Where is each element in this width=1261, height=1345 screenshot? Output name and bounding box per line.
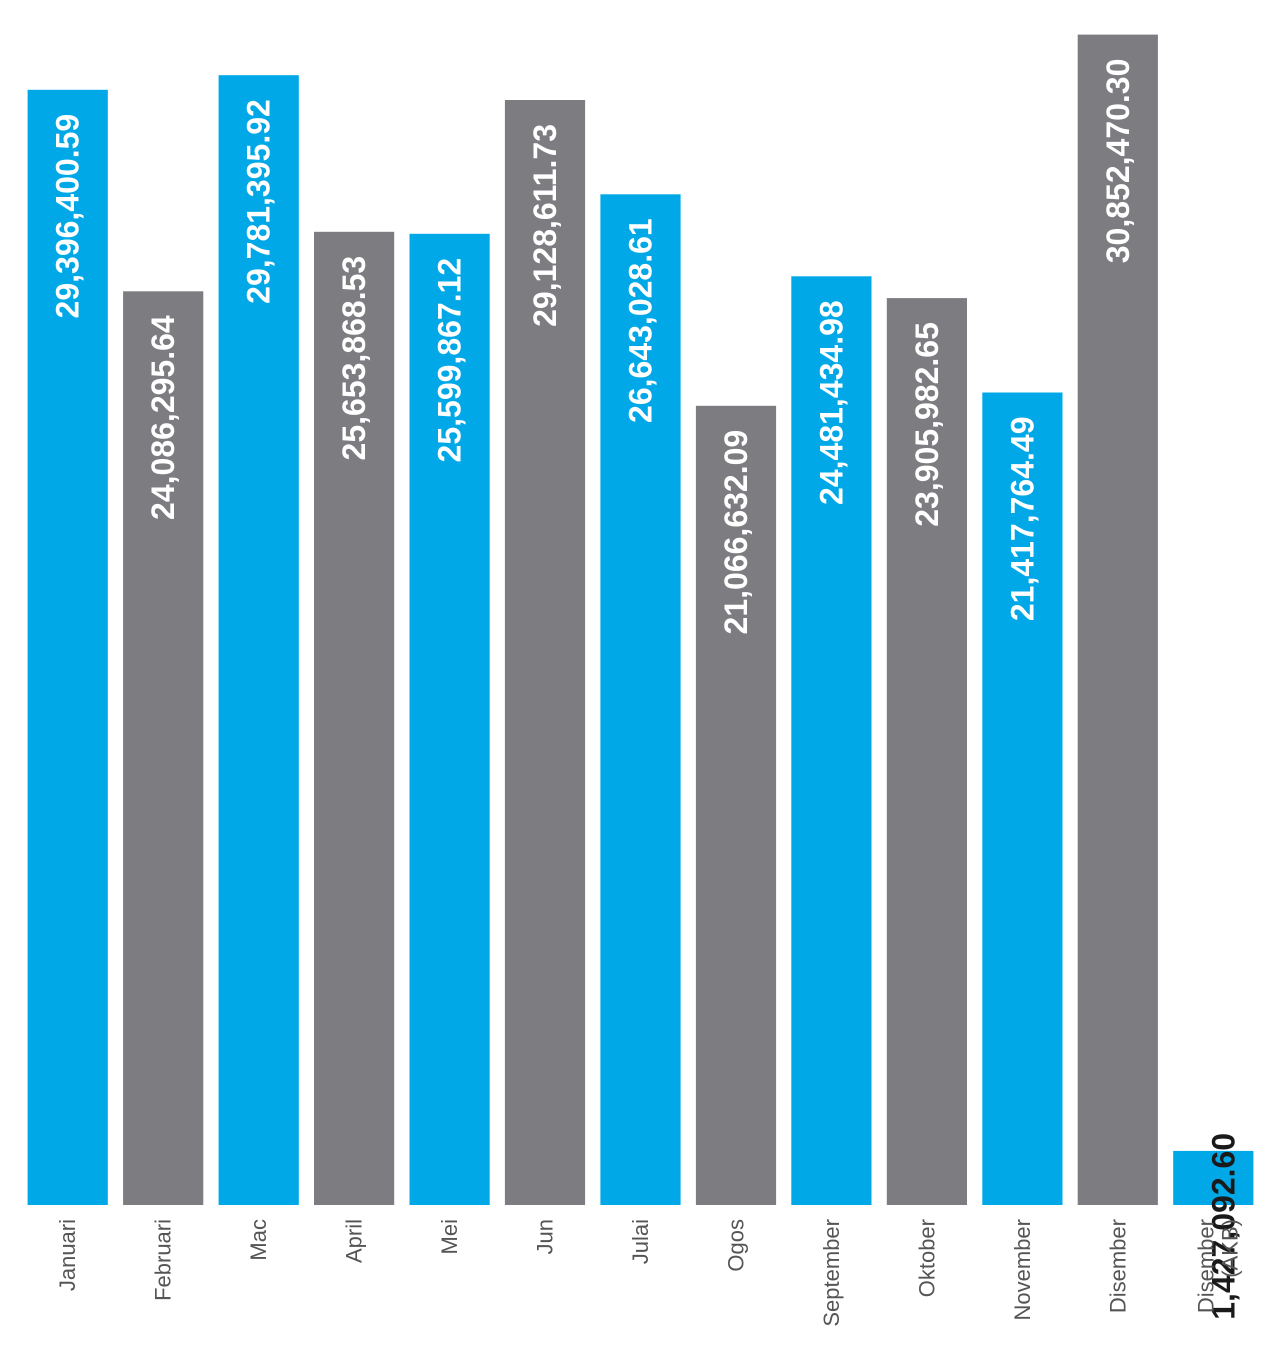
category-label-disember: Disember — [1105, 1219, 1130, 1313]
value-label-mac: 29,781,395.92 — [241, 99, 277, 304]
bar-januari — [27, 89, 108, 1205]
value-label-jun: 29,128,611.73 — [527, 124, 563, 327]
bars-group — [27, 34, 1254, 1206]
category-label-mei: Mei — [437, 1219, 462, 1254]
bar-disember — [1077, 34, 1158, 1206]
value-label-disember: 30,852,470.30 — [1100, 59, 1136, 264]
category-label-september: September — [819, 1219, 844, 1327]
bar-mei — [409, 233, 490, 1206]
category-labels-group: Januari Februari Mac April Mei Jun Julai Ogos Se… — [55, 1219, 1242, 1327]
bar-mac — [218, 75, 299, 1206]
value-label-november: 21,417,764.49 — [1004, 417, 1040, 622]
bar-september — [791, 276, 872, 1205]
value-label-februari: 24,086,295.64 — [145, 315, 181, 520]
category-label-januari: Januari — [55, 1219, 80, 1291]
bar-julai — [600, 194, 681, 1206]
category-label-februari: Februari — [151, 1219, 176, 1301]
value-label-mei: 25,599,867.12 — [432, 258, 468, 463]
category-label-jun: Jun — [533, 1219, 558, 1254]
value-label-oktober: 23,905,982.65 — [909, 322, 945, 527]
category-label-oktober: Oktober — [914, 1219, 939, 1297]
category-label-november: November — [1010, 1219, 1035, 1320]
category-label-disember-akb: Disember(AKB) — [1193, 1219, 1242, 1313]
bar-jun — [504, 100, 586, 1205]
value-label-julai: 26,643,028.61 — [623, 218, 659, 423]
bar-april — [314, 231, 395, 1206]
value-label-ogos: 21,066,632.09 — [718, 430, 754, 635]
category-label-julai: Julai — [628, 1219, 653, 1264]
value-label-januari: 29,396,400.59 — [50, 114, 86, 319]
category-label-ogos: Ogos — [724, 1219, 749, 1272]
bar-disember-akb — [1173, 1150, 1254, 1205]
bar-februari — [123, 291, 204, 1205]
value-label-september: 24,481,434.98 — [813, 300, 849, 505]
bar-ogos — [695, 405, 777, 1205]
value-label-disember-akb: 1,427,092.60 — [1205, 1133, 1241, 1320]
bar-november — [982, 392, 1063, 1205]
bar-oktober — [886, 298, 967, 1206]
category-label-april: April — [342, 1219, 367, 1263]
value-labels-group: 29,396,400.59 24,086,295.64 29,781,395.92 2… — [50, 59, 1242, 1320]
value-label-april: 25,653,868.53 — [336, 256, 372, 461]
category-label-mac: Mac — [246, 1219, 271, 1261]
